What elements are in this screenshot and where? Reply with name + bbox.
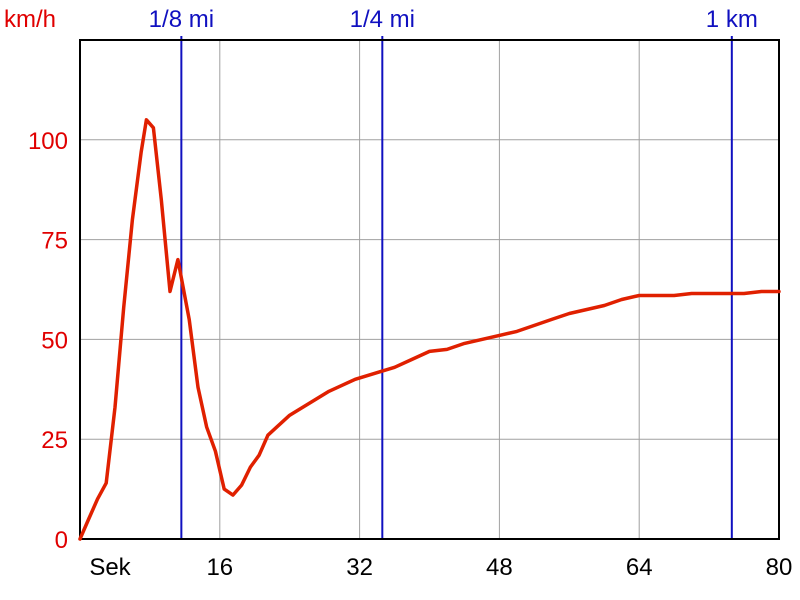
- plot-area: [80, 40, 779, 539]
- y-tick-labels: 0 25 50 75 100: [28, 128, 68, 554]
- distance-marker-label: 1/8 mi: [149, 6, 214, 33]
- x-tick-label: 32: [346, 554, 373, 581]
- y-tick-label: 75: [41, 228, 68, 255]
- y-tick-label: 25: [41, 427, 68, 454]
- x-tick-label: 48: [486, 554, 513, 581]
- y-tick-label: 0: [55, 527, 68, 554]
- plot-frame: [79, 39, 780, 540]
- x-tick-label: 80: [766, 554, 793, 581]
- distance-markers: [180, 36, 733, 539]
- distance-marker-label: 1/4 mi: [350, 6, 415, 33]
- marker-labels: 1/8 mi 1/4 mi 1 km: [149, 6, 758, 33]
- distance-marker-label: 1 km: [706, 6, 758, 33]
- grid-lines: [80, 40, 779, 539]
- x-tick-label: 64: [626, 554, 653, 581]
- x-tick-label: 16: [206, 554, 233, 581]
- y-tick-label: 100: [28, 128, 68, 155]
- x-unit-label: Sek: [89, 554, 131, 581]
- y-unit-label: km/h: [4, 6, 56, 33]
- speed-series-line: [78, 118, 781, 541]
- x-tick-labels: 16 32 48 64 80: [206, 554, 792, 581]
- y-tick-label: 50: [41, 327, 68, 354]
